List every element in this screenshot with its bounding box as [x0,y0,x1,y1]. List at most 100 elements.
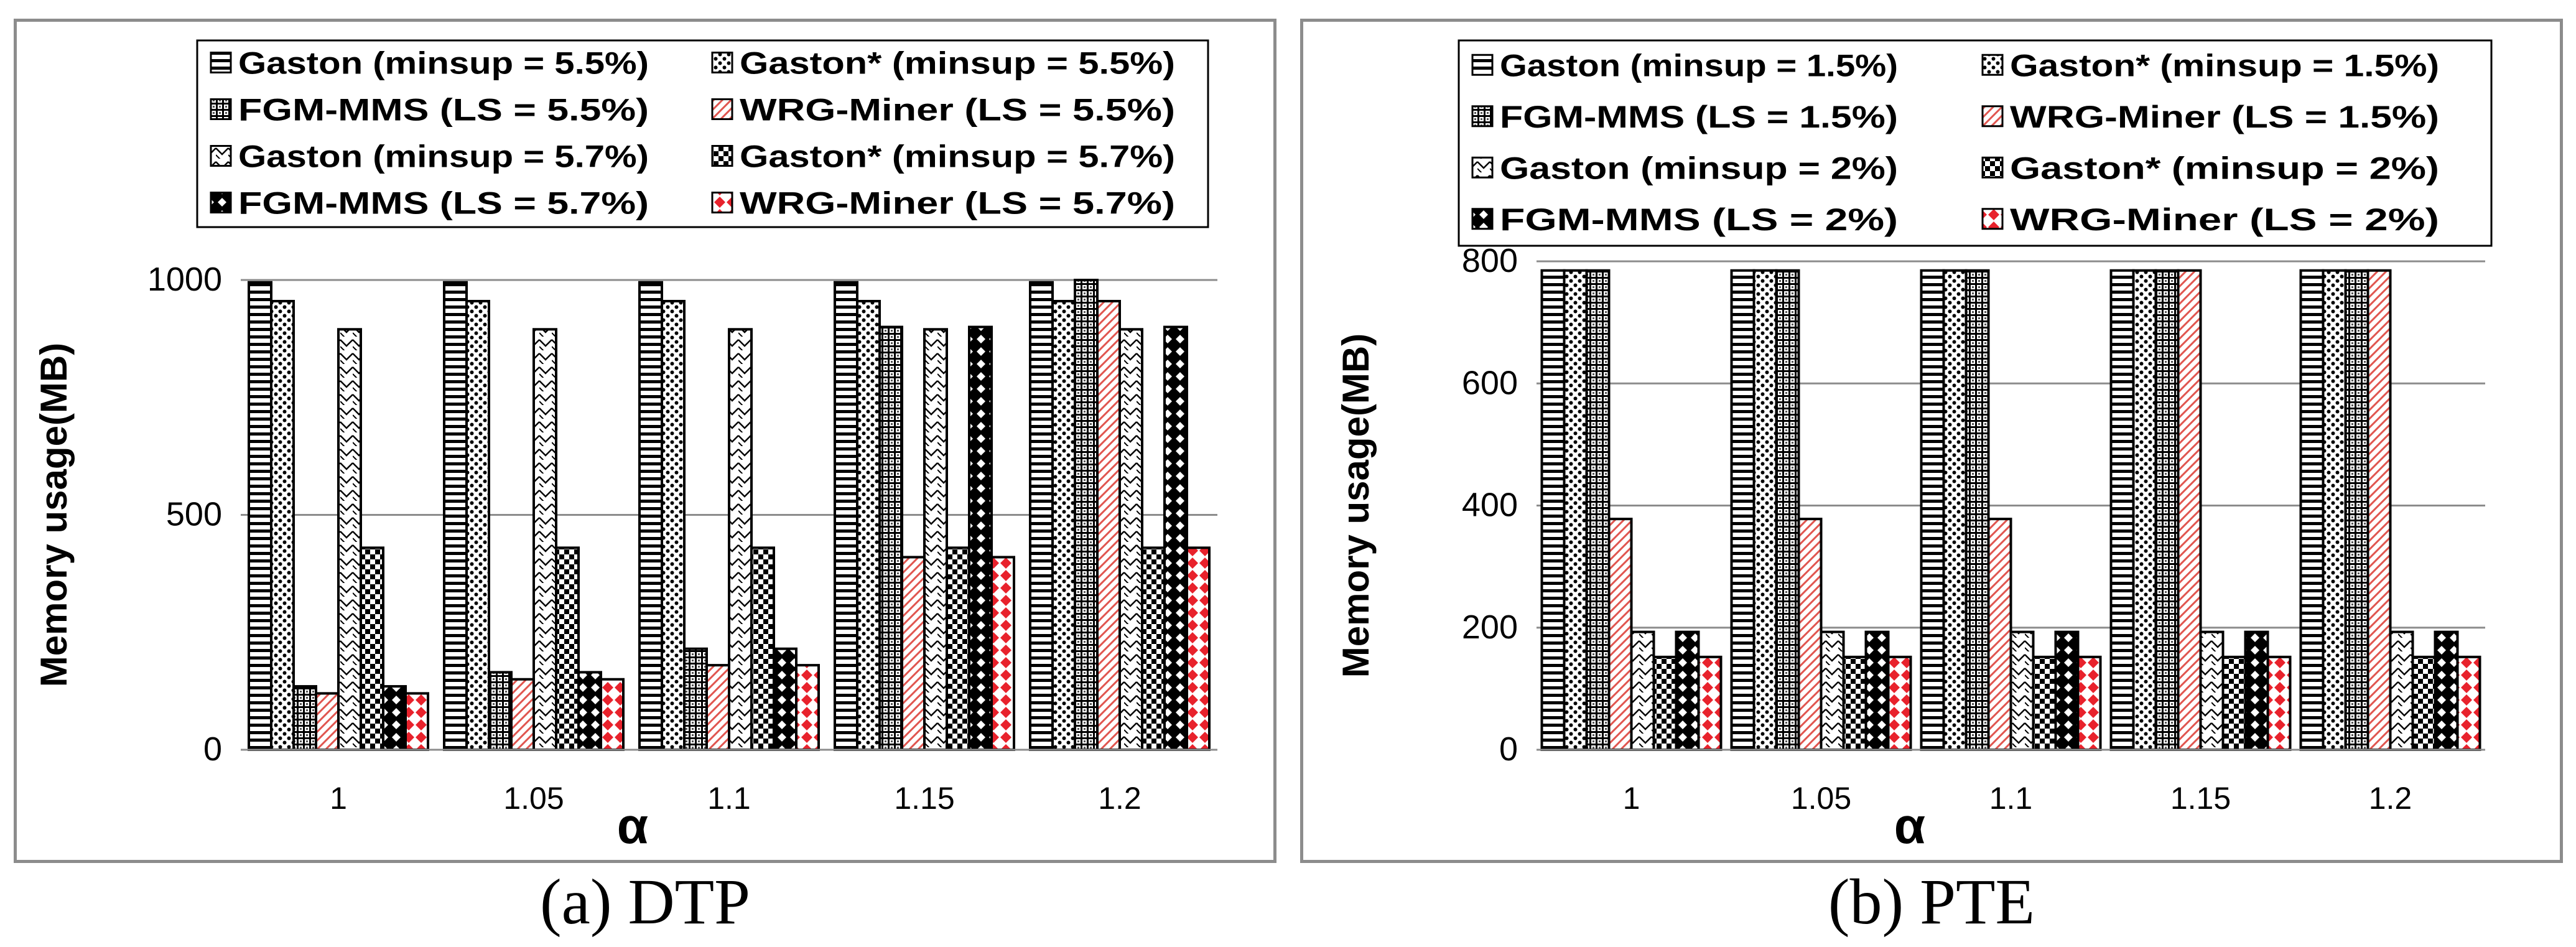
legend-label: Gaston* (minsup = 1.5%) [2010,48,2439,83]
legend-swatch [711,52,733,73]
bar [404,692,429,752]
bar [834,281,858,751]
bar [1096,299,1121,752]
legend-swatch [1471,105,1494,128]
bar [2434,630,2459,752]
bar [923,328,948,751]
bar [661,299,686,752]
bar [728,328,753,751]
bar [1675,630,1700,752]
y-axis-label: Memory usage(MB) [33,343,75,687]
x-tick-label: 1.2 [1098,781,1142,816]
bar [1887,655,1912,751]
bar [2032,655,2057,751]
bar [1630,630,1655,752]
chart-pte: 0 200 400 600 800 1 1.05 1.1 1.15 1.2 α Memory usag… [1335,39,2493,854]
bar [600,678,625,751]
y-tick-label: 200 [1462,609,1518,646]
bar [2199,630,2225,752]
bar [1141,546,1166,751]
bar [488,671,513,752]
bar [2132,269,2157,751]
legend-label: WRG-Miner (LS = 1.5%) [2010,100,2439,134]
legend-label: Gaston (minsup = 2%) [1500,151,1898,185]
bar [1074,279,1099,751]
bar [1965,269,1990,751]
bar [465,299,490,752]
bar [2389,630,2414,752]
bar [360,546,384,751]
legend-label: FGM-MMS (LS = 2%) [1500,202,1898,237]
y-tick-label: 0 [1499,730,1518,768]
chart-dtp: 0 500 1000 1 1.05 1.1 1.15 1.2 α Memory usage(MB)… [33,39,1217,854]
bar [555,546,580,751]
bar [2109,269,2135,751]
y-tick-label: 600 [1462,364,1518,401]
x-tick-label: 1 [1623,781,1640,816]
legend-box [1458,39,2493,247]
bar [2076,655,2102,751]
bar [315,692,340,752]
x-tick-label: 1.15 [894,781,954,816]
caption-pte: (b) PTE [1828,866,2035,938]
bar [1797,518,1823,752]
legend-swatch [1981,156,2004,179]
legend-label: WRG-Miner (LS = 5.5%) [740,93,1175,128]
x-axis-label: α [617,798,648,854]
bar [2299,269,2325,751]
bar [856,299,881,752]
legend-swatch [711,192,733,213]
bar [1730,269,1755,751]
bar [1607,518,1633,752]
legend-swatch [210,52,232,73]
x-tick-label: 1.15 [2170,781,2231,816]
legend-label: Gaston* (minsup = 5.7%) [740,139,1175,174]
legend-label: Gaston* (minsup = 5.5%) [740,46,1175,81]
bar [683,647,708,751]
bar [968,325,993,751]
legend-label: Gaston (minsup = 1.5%) [1500,48,1898,83]
bar [705,664,730,751]
legend-swatch [1471,156,1494,179]
bar [1697,655,1723,751]
x-tick-label: 1 [330,781,347,816]
bar [1842,655,1867,751]
bar [1942,269,1968,751]
bar [1563,269,1588,751]
bar [2411,655,2437,751]
legend-swatch [1471,54,1494,76]
bar [1820,630,1845,752]
legend-swatch [1981,105,2004,128]
chart-panel-pte: 0 200 400 600 800 1 1.05 1.1 1.15 1.2 α Memory usag… [1300,19,2563,863]
bar [292,685,317,751]
legend-swatch [1981,54,2004,76]
legend-label: Gaston (minsup = 5.7%) [238,139,649,174]
legend-swatch [1981,208,2004,230]
bar [1585,269,1611,751]
bar [795,664,820,751]
bar [510,678,535,751]
legend-label: WRG-Miner (LS = 2%) [2010,202,2439,237]
bar [532,328,557,751]
legend-swatch [711,98,733,120]
x-tick-label: 1.05 [1791,781,1851,816]
bar [248,281,272,751]
x-axis-label: α [1894,798,1925,854]
bar [2154,269,2180,751]
legend-label: FGM-MMS (LS = 5.5%) [238,93,649,128]
bar [1051,299,1076,752]
chart-panel-dtp: 0 500 1000 1 1.05 1.1 1.15 1.2 α Memory usage(MB)… [14,19,1276,863]
legend-label: FGM-MMS (LS = 1.5%) [1500,100,1898,134]
bar [638,281,663,751]
bar [1987,518,2012,752]
legend-label: Gaston (minsup = 5.5%) [238,46,649,81]
legend-label: FGM-MMS (LS = 5.7%) [238,186,649,221]
bar [2054,630,2080,752]
legend-label: Gaston* (minsup = 2%) [2010,151,2439,185]
bar [2344,269,2369,751]
bar [270,299,295,752]
bar [1775,269,1800,751]
y-tick-label: 1000 [147,261,222,298]
bar [1652,655,1678,751]
bar [1163,325,1188,751]
